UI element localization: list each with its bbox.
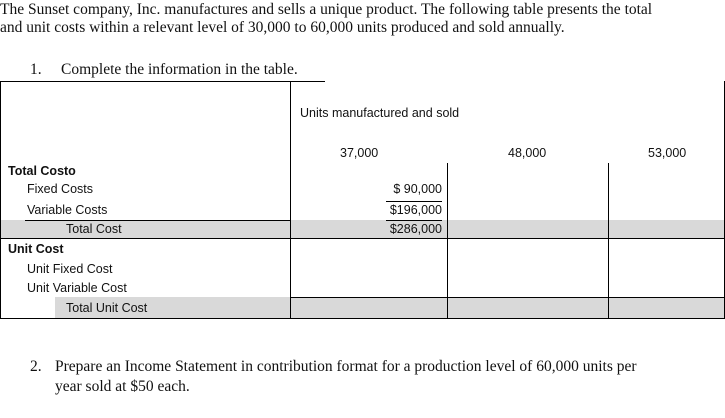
intro-line-1: The Sunset company, Inc. manufactures an…: [0, 1, 653, 18]
question-1-number: 1.: [30, 61, 42, 78]
col1-total-rule: [386, 220, 442, 221]
cost-table: Units manufactured and sold 37,000 48,00…: [0, 81, 725, 319]
table-bottom-border: [0, 318, 725, 319]
column-divider-label: [290, 81, 291, 318]
row-label-unit-variable-cost: Unit Variable Cost: [27, 281, 127, 295]
total-unit-cost-row-shade: [0, 297, 725, 318]
col1-variable-rule: [386, 201, 442, 202]
unit-cost-divider: [290, 297, 725, 298]
table-left-border: [0, 81, 1, 318]
total-cost-value: $286,000: [389, 222, 442, 236]
question-1: 1. Complete the information in the table.: [30, 61, 298, 79]
intro-paragraph: The Sunset company, Inc. manufactures an…: [0, 1, 725, 37]
question-2-text: Prepare an Income Statement in contribut…: [55, 357, 720, 397]
column-divider-2: [608, 163, 609, 318]
column-header-3: 53,000: [648, 146, 687, 160]
column-divider-1: [447, 163, 448, 318]
row-label-unit-fixed-cost: Unit Fixed Cost: [27, 262, 113, 276]
total-cost-heading: Total Costo: [8, 164, 76, 178]
total-cost-row-shade: [0, 220, 725, 238]
question-2-line-2: year sold at $50 each.: [55, 378, 190, 395]
intro-line-2: and unit costs within a relevant level o…: [0, 19, 565, 36]
variable-costs-value: $196,000: [389, 203, 442, 217]
row-label-total-cost: Total Cost: [66, 222, 122, 236]
total-cost-label-top-rule: [25, 220, 291, 221]
row-label-fixed-costs: Fixed Costs: [27, 182, 93, 196]
column-header-2: 48,000: [508, 146, 547, 160]
header-caption: Units manufactured and sold: [300, 106, 460, 120]
question-1-rule: [0, 81, 325, 82]
question-1-text: Complete the information in the table.: [61, 61, 298, 78]
question-2-number: 2.: [30, 358, 42, 375]
row-label-total-unit-cost: Total Unit Cost: [66, 301, 148, 315]
fixed-costs-value: $ 90,000: [393, 182, 442, 196]
column-header-1: 37,000: [340, 146, 379, 160]
row-label-variable-costs: Variable Costs: [27, 203, 108, 217]
question-2-line-1: Prepare an Income Statement in contribut…: [55, 358, 637, 375]
unit-cost-heading: Unit Cost: [8, 242, 64, 256]
total-cost-row-bottom: [0, 238, 725, 239]
